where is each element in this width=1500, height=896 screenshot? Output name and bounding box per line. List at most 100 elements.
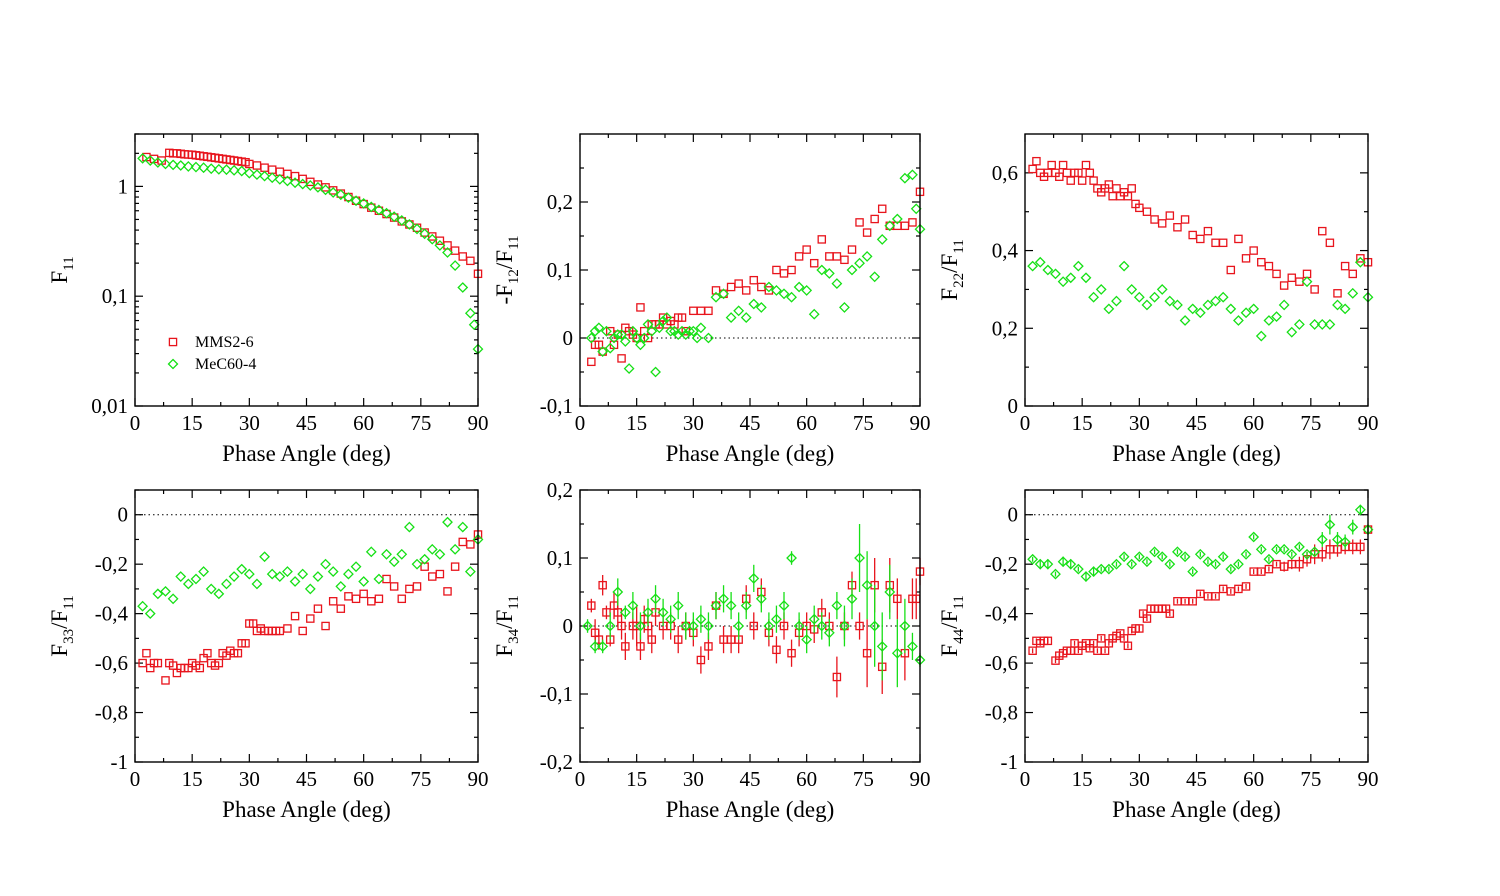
- data-point: [1241, 582, 1251, 591]
- data-point: [617, 621, 626, 631]
- data-point: [884, 220, 896, 232]
- data-point: [152, 588, 164, 600]
- y-tick-label: 0,2: [992, 316, 1018, 340]
- data-point: [1203, 226, 1213, 236]
- data-point: [160, 158, 171, 170]
- data-point: [1157, 219, 1167, 228]
- data-point: [442, 516, 453, 528]
- data-point: [1316, 318, 1328, 330]
- data-point: [1325, 238, 1335, 248]
- y-tick-label: -0,6: [985, 651, 1018, 675]
- data-point: [665, 325, 677, 337]
- x-tick-label: 30: [1129, 411, 1150, 435]
- data-point: [457, 521, 469, 533]
- data-point: [290, 611, 300, 621]
- data-point: [1255, 330, 1267, 342]
- data-point: [703, 620, 714, 632]
- data-point: [403, 219, 415, 230]
- data-point: [434, 548, 446, 560]
- data-point: [832, 252, 842, 261]
- data-point: [397, 594, 407, 604]
- data-point: [862, 228, 872, 237]
- data-point: [1241, 254, 1251, 263]
- x-tick-label: 60: [1243, 767, 1264, 791]
- legend-label: MeC60-4: [195, 356, 256, 373]
- data-point: [825, 252, 834, 261]
- y-tick-label: -0,8: [95, 701, 128, 725]
- data-point: [710, 600, 722, 612]
- data-point: [801, 284, 813, 296]
- data-point: [161, 676, 170, 685]
- data-point: [1142, 614, 1152, 623]
- data-point: [787, 648, 796, 658]
- data-point: [602, 608, 611, 617]
- data-point: [468, 319, 480, 331]
- data-point: [1354, 504, 1366, 516]
- data-point: [1278, 543, 1290, 555]
- y-axis-label: F11: [47, 256, 77, 283]
- data-point: [320, 184, 331, 196]
- data-point: [794, 252, 804, 261]
- panel-f33: 0 15 30 45 60 75 90 -1 -0,8 -0,6 -0,4 -0,2 0 Phase An…: [47, 489, 489, 822]
- y-tick-label: 0,1: [102, 284, 128, 308]
- data-point: [182, 578, 194, 590]
- data-point: [771, 613, 782, 625]
- data-point: [1034, 256, 1046, 268]
- y-tick-label: 0,2: [547, 190, 573, 214]
- data-point: [1080, 571, 1092, 582]
- data-point: [817, 235, 827, 244]
- data-point: [1309, 546, 1321, 558]
- y-tick-label: 0,1: [547, 546, 573, 570]
- data-point: [608, 332, 620, 344]
- data-point: [190, 573, 202, 585]
- data-point: [647, 635, 657, 644]
- x-tick-label: 60: [796, 767, 817, 791]
- x-tick-label: 75: [853, 411, 874, 435]
- data-point: [635, 620, 646, 632]
- data-point: [657, 606, 669, 618]
- data-point: [661, 312, 673, 324]
- data-point: [1172, 546, 1183, 558]
- data-point: [1156, 284, 1168, 295]
- data-point: [831, 600, 843, 612]
- data-point: [1103, 303, 1115, 315]
- x-tick-label: 75: [1300, 767, 1321, 791]
- data-point: [1141, 556, 1153, 568]
- data-point: [869, 271, 881, 283]
- data-point: [587, 601, 596, 610]
- data-point: [260, 163, 269, 172]
- data-point: [900, 221, 910, 231]
- data-point: [704, 642, 713, 651]
- data-point: [1149, 291, 1160, 303]
- series-mms2-6: [1028, 524, 1373, 665]
- y-tick-label: 0: [563, 326, 574, 350]
- data-point: [907, 640, 918, 652]
- data-point: [741, 286, 751, 295]
- data-point: [604, 620, 616, 632]
- data-point: [1217, 551, 1229, 563]
- data-point: [786, 552, 797, 564]
- data-point: [457, 282, 469, 293]
- data-point: [749, 275, 759, 285]
- data-point: [877, 204, 887, 214]
- data-point: [870, 214, 879, 224]
- data-point: [1301, 276, 1313, 288]
- data-point: [142, 648, 151, 658]
- data-point: [876, 233, 888, 245]
- data-point: [1202, 299, 1214, 311]
- data-point: [642, 606, 654, 618]
- data-point: [350, 195, 362, 207]
- data-point: [464, 307, 476, 319]
- data-point: [778, 600, 790, 612]
- data-point: [228, 164, 240, 176]
- data-point: [808, 613, 820, 625]
- x-tick-label: 30: [1129, 767, 1150, 791]
- y-tick-label: 0: [118, 503, 129, 527]
- data-point: [1271, 543, 1282, 555]
- x-tick-label: 90: [1358, 767, 1379, 791]
- data-point: [214, 658, 224, 668]
- data-point: [1156, 551, 1168, 563]
- data-point: [691, 332, 703, 344]
- data-point: [619, 606, 631, 618]
- data-point: [198, 162, 210, 174]
